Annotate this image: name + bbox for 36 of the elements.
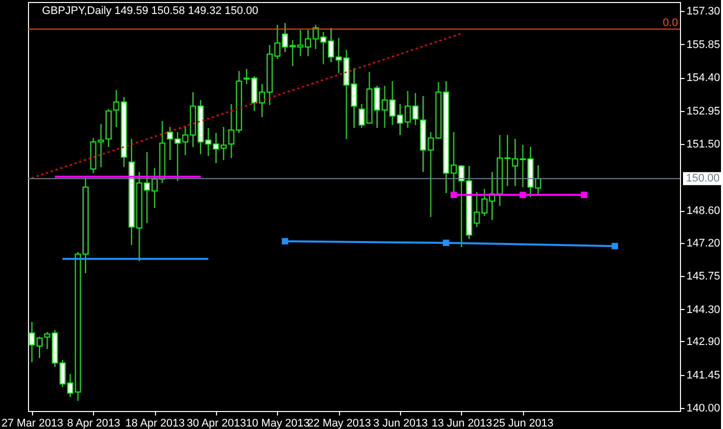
point (612, 242, 618, 250)
ref-line-label: 150.00 (686, 172, 720, 185)
y-tick-label: 157.30 (686, 6, 720, 18)
point (580, 192, 588, 198)
x-tick-label: 25 Jun 2013 (492, 418, 554, 429)
point (442, 240, 450, 246)
candlestick (113, 90, 120, 128)
annotation: 0.0 (662, 17, 678, 30)
candlestick (44, 332, 50, 350)
point (520, 192, 526, 198)
y-tick-label: 140.00 (686, 402, 720, 415)
candlestick (98, 124, 104, 168)
y-tick-label: 151.50 (686, 138, 720, 151)
chart-title: GBPJPY,Daily 149.59 150.58 149.32 150.00 (42, 5, 258, 17)
y-tick-label: 147.20 (686, 237, 720, 250)
x-tick-label: 13 Jun 2013 (432, 418, 492, 429)
x-tick-label: 3 Jun 2013 (373, 418, 428, 429)
x-tick-label: 30 Apr 2013 (186, 418, 246, 429)
y-tick-label: 145.75 (686, 270, 720, 283)
point (450, 192, 457, 198)
candlestick (358, 104, 365, 128)
point (282, 238, 288, 244)
y-tick-label: 141.45 (686, 369, 720, 382)
candlestick (412, 92, 418, 126)
x-tick-label: 10 May 2013 (246, 418, 310, 429)
x-tick-label: 22 May 2013 (307, 418, 371, 429)
y-tick-label: 142.90 (686, 336, 720, 348)
y-tick-label: 155.85 (686, 38, 720, 51)
candlestick (244, 68, 250, 85)
y-tick-label: 152.95 (686, 105, 720, 118)
x-tick-label: 18 Apr 2013 (125, 418, 185, 429)
x-tick-label: 27 Mar 2013 (1, 418, 64, 429)
y-tick-label: 154.40 (686, 72, 720, 84)
x-tick-label: 8 Apr 2013 (67, 418, 120, 429)
y-tick-label: 144.30 (686, 304, 720, 316)
y-tick-label: 148.60 (686, 205, 720, 218)
